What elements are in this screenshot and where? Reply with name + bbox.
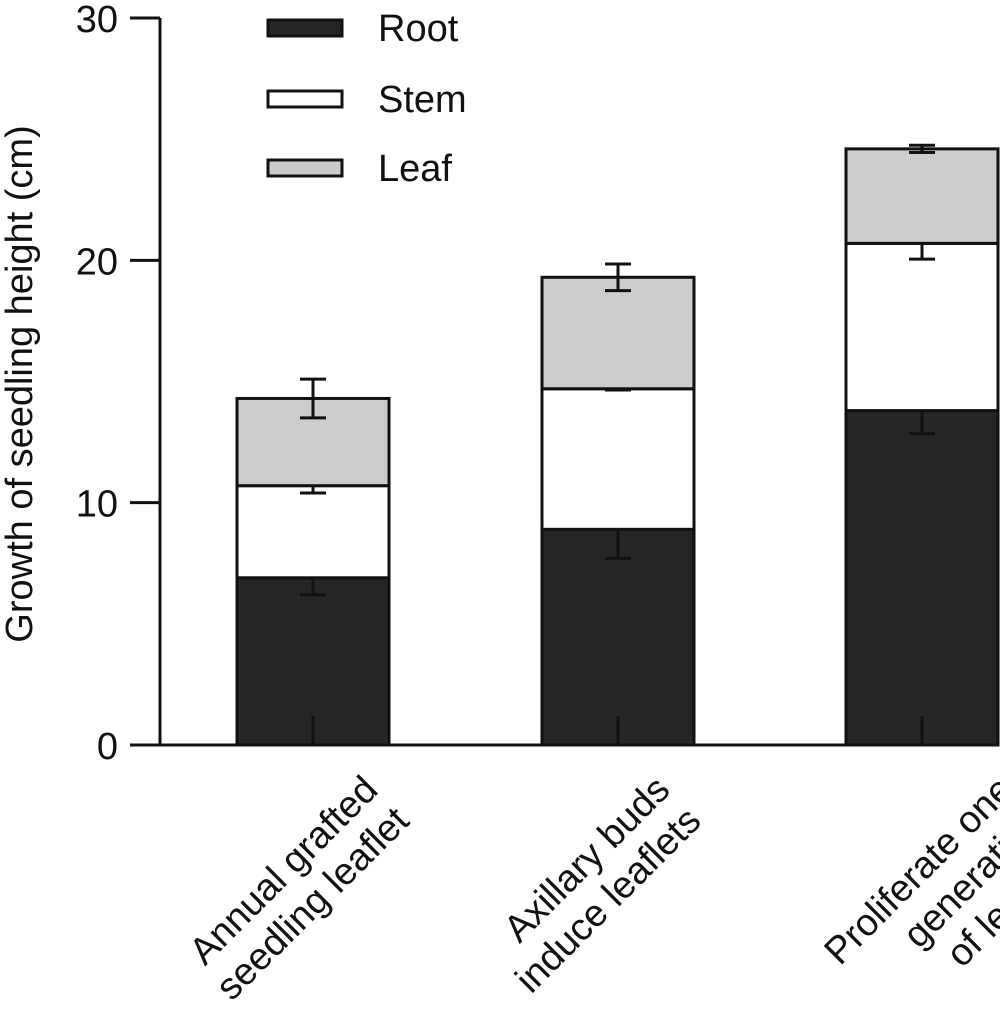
bar-root-2 — [540, 527, 696, 747]
bar-stem-2 — [540, 387, 696, 531]
y-axis-title: Growth of seedling height (cm) — [0, 125, 41, 642]
legend-label-leaf: Leaf — [378, 148, 452, 190]
y-tick-label-0: 0 — [97, 726, 118, 768]
bar-stem-3 — [844, 241, 1000, 413]
legend-swatch-stem — [266, 89, 344, 109]
bars-layer — [235, 143, 1000, 747]
bar-stem-1 — [235, 484, 391, 580]
legend-swatch-root — [266, 18, 344, 38]
legend: Root Stem Leaf — [266, 8, 467, 190]
category-label-3: Proliferate onegenerationof leaflets — [817, 768, 1000, 1035]
category-label-2: Axillary budsinduce leaflets — [477, 768, 710, 1001]
bar-leaf-3 — [844, 147, 1000, 245]
axes-layer: 0 10 20 30 — [76, 0, 997, 768]
category-label-1: Annual graftedseedling leaflet — [177, 768, 417, 1008]
y-tick-label-30: 30 — [76, 0, 118, 41]
y-tick-label-10: 10 — [76, 484, 118, 526]
legend-label-stem: Stem — [378, 79, 467, 121]
bar-leaf-2 — [540, 275, 696, 391]
legend-label-root: Root — [378, 8, 459, 50]
legend-swatch-leaf — [266, 158, 344, 178]
category-labels: Annual graftedseedling leaflet Axillary b… — [177, 768, 1000, 1035]
y-tick-label-20: 20 — [76, 241, 118, 283]
bar-root-3 — [844, 409, 1000, 747]
